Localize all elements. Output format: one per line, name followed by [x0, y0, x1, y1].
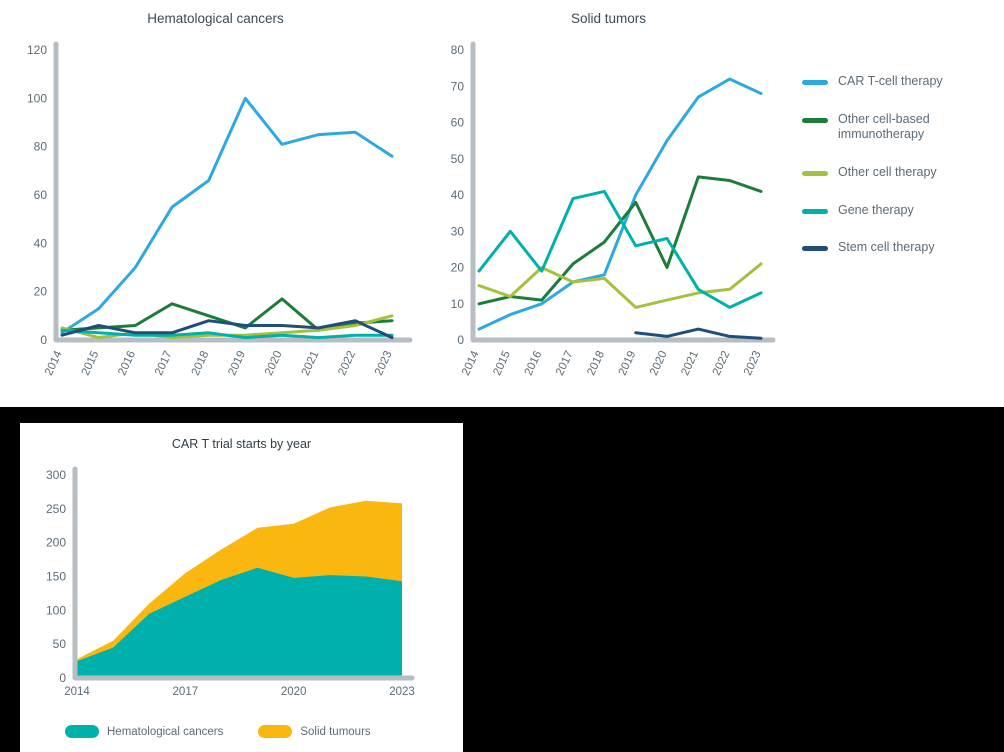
car-t-starts-title: CAR T trial starts by year [171, 437, 312, 451]
y-tick-label: 100 [46, 603, 66, 617]
y-tick-label: 250 [46, 502, 66, 516]
legend-label: Hematological cancers [107, 725, 224, 738]
x-tick-label: 2019 [617, 349, 639, 377]
y-tick-label: 200 [46, 536, 66, 550]
x-tick-label: 2016 [523, 349, 545, 377]
legend-item: Hematological cancers [65, 725, 223, 738]
series-line-gene [477, 189, 763, 309]
y-tick-label: 0 [59, 671, 66, 685]
x-tick-label: 2020 [281, 686, 307, 698]
hematological-chart-title: Hematological cancers [147, 11, 284, 26]
y-tick-label: 0 [40, 333, 47, 347]
y-tick-label: 100 [27, 91, 47, 105]
x-tick-label: 2015 [491, 349, 513, 377]
x-tick-label: 2014 [43, 349, 65, 378]
legend-swatch-hema_area [65, 725, 99, 738]
legend-item: Other cell-based immunotherapy [802, 112, 998, 143]
series-line-car_t [60, 96, 394, 335]
legend-swatch-car_t [802, 80, 828, 85]
trial-trends-panel: Hematological cancers 0 20 40 60 80 100 120 201… [0, 0, 1004, 407]
y-tick-label: 40 [34, 236, 48, 250]
y-tick-label: 50 [53, 637, 67, 651]
x-tick-label: 2018 [585, 349, 607, 377]
y-tick-label: 60 [451, 116, 465, 130]
solid-chart-title: Solid tumors [570, 11, 647, 26]
series-line-stem [60, 319, 394, 340]
x-tick-label: 2021 [679, 349, 701, 377]
y-tick-label: 10 [451, 297, 465, 311]
legend-item: Gene therapy [802, 203, 998, 219]
x-tick-label: 2020 [263, 349, 285, 377]
legend-item: Stem cell therapy [802, 240, 998, 256]
car-t-starts-card: CAR T trial starts by year 0 50 100 150 200 2… [20, 423, 463, 752]
series-line-gene [60, 328, 394, 340]
chart-axes [470, 41, 776, 343]
series-line-car_t [477, 77, 763, 331]
x-tick-label: 2018 [190, 349, 212, 377]
series-line-other_immuno [477, 175, 763, 306]
legend-label: Gene therapy [838, 202, 914, 217]
y-tick-label: 60 [34, 188, 48, 202]
x-tick-label: 2014 [64, 686, 90, 698]
area-hematological [77, 567, 402, 678]
y-tick-label: 50 [451, 152, 465, 166]
legend-label: Other cell-based immunotherapy [838, 111, 930, 142]
x-tick-label: 2021 [300, 349, 322, 377]
x-tick-label: 2015 [80, 349, 102, 377]
therapy-legend: CAR T-cell therapy Other cell-based immun… [802, 8, 998, 256]
legend-swatch-gene [802, 208, 828, 214]
y-tick-label: 0 [457, 333, 464, 347]
x-tick-label: 2023 [389, 686, 415, 698]
car-t-starts-legend: Hematological cancers Solid tumours [20, 725, 463, 738]
y-tick-label: 150 [46, 570, 66, 584]
x-tick-label: 2017 [554, 349, 576, 377]
hematological-chart-block: Hematological cancers 0 20 40 60 80 100 120 201… [8, 8, 423, 404]
legend-swatch-other_cell [802, 170, 828, 176]
legend-swatch-solid_area [258, 725, 293, 738]
car-t-starts-area-chart: 0 50 100 150 200 250 300 2014 2017 2020 2023 [46, 466, 415, 698]
legend-item: Solid tumours [258, 725, 371, 738]
y-tick-label: 80 [451, 43, 465, 57]
y-tick-label: 80 [34, 140, 48, 154]
legend-swatch-other_immuno [802, 117, 828, 123]
y-tick-label: 30 [451, 224, 465, 238]
series-line-stem [634, 327, 763, 340]
x-tick-label: 2017 [153, 349, 175, 377]
y-tick-label: 20 [34, 285, 48, 299]
x-tick-label: 2019 [226, 349, 248, 377]
hematological-line-chart: 0 20 40 60 80 100 120 2014 2015 2016 2017 2018 2019 2… [27, 41, 413, 378]
chart-axes [72, 466, 415, 681]
legend-item: Other cell therapy [802, 165, 998, 181]
chart-axes [53, 41, 413, 343]
x-tick-label: 2017 [173, 686, 199, 698]
x-tick-label: 2023 [373, 349, 395, 377]
x-tick-label: 2023 [742, 349, 764, 377]
x-tick-label: 2022 [711, 349, 733, 377]
legend-label: Stem cell therapy [838, 240, 935, 255]
y-tick-label: 300 [46, 468, 66, 482]
y-tick-label: 40 [451, 188, 465, 202]
bottom-black-area: CAR T trial starts by year 0 50 100 150 200 2… [0, 407, 1004, 752]
legend-swatch-stem [802, 246, 828, 252]
x-tick-label: 2016 [116, 349, 138, 377]
series-line-other_immuno [60, 297, 394, 332]
x-tick-label: 2022 [336, 349, 358, 377]
legend-label: CAR T-cell therapy [838, 74, 943, 88]
y-tick-label: 120 [27, 43, 47, 57]
x-tick-label: 2014 [460, 349, 482, 378]
solid-chart-block: Solid tumors 0 10 20 30 40 50 60 70 80 2014 2015 20… [431, 8, 786, 404]
y-tick-label: 70 [451, 79, 465, 93]
y-tick-label: 20 [451, 261, 465, 275]
legend-label: Solid tumours [300, 725, 371, 738]
legend-label: Other cell therapy [838, 164, 937, 179]
x-tick-label: 2020 [648, 349, 670, 377]
legend-item: CAR T-cell therapy [802, 74, 998, 90]
series-line-other_cell [477, 262, 763, 309]
solid-line-chart: 0 10 20 30 40 50 60 70 80 2014 2015 2016 2017 2018 201… [451, 41, 776, 378]
